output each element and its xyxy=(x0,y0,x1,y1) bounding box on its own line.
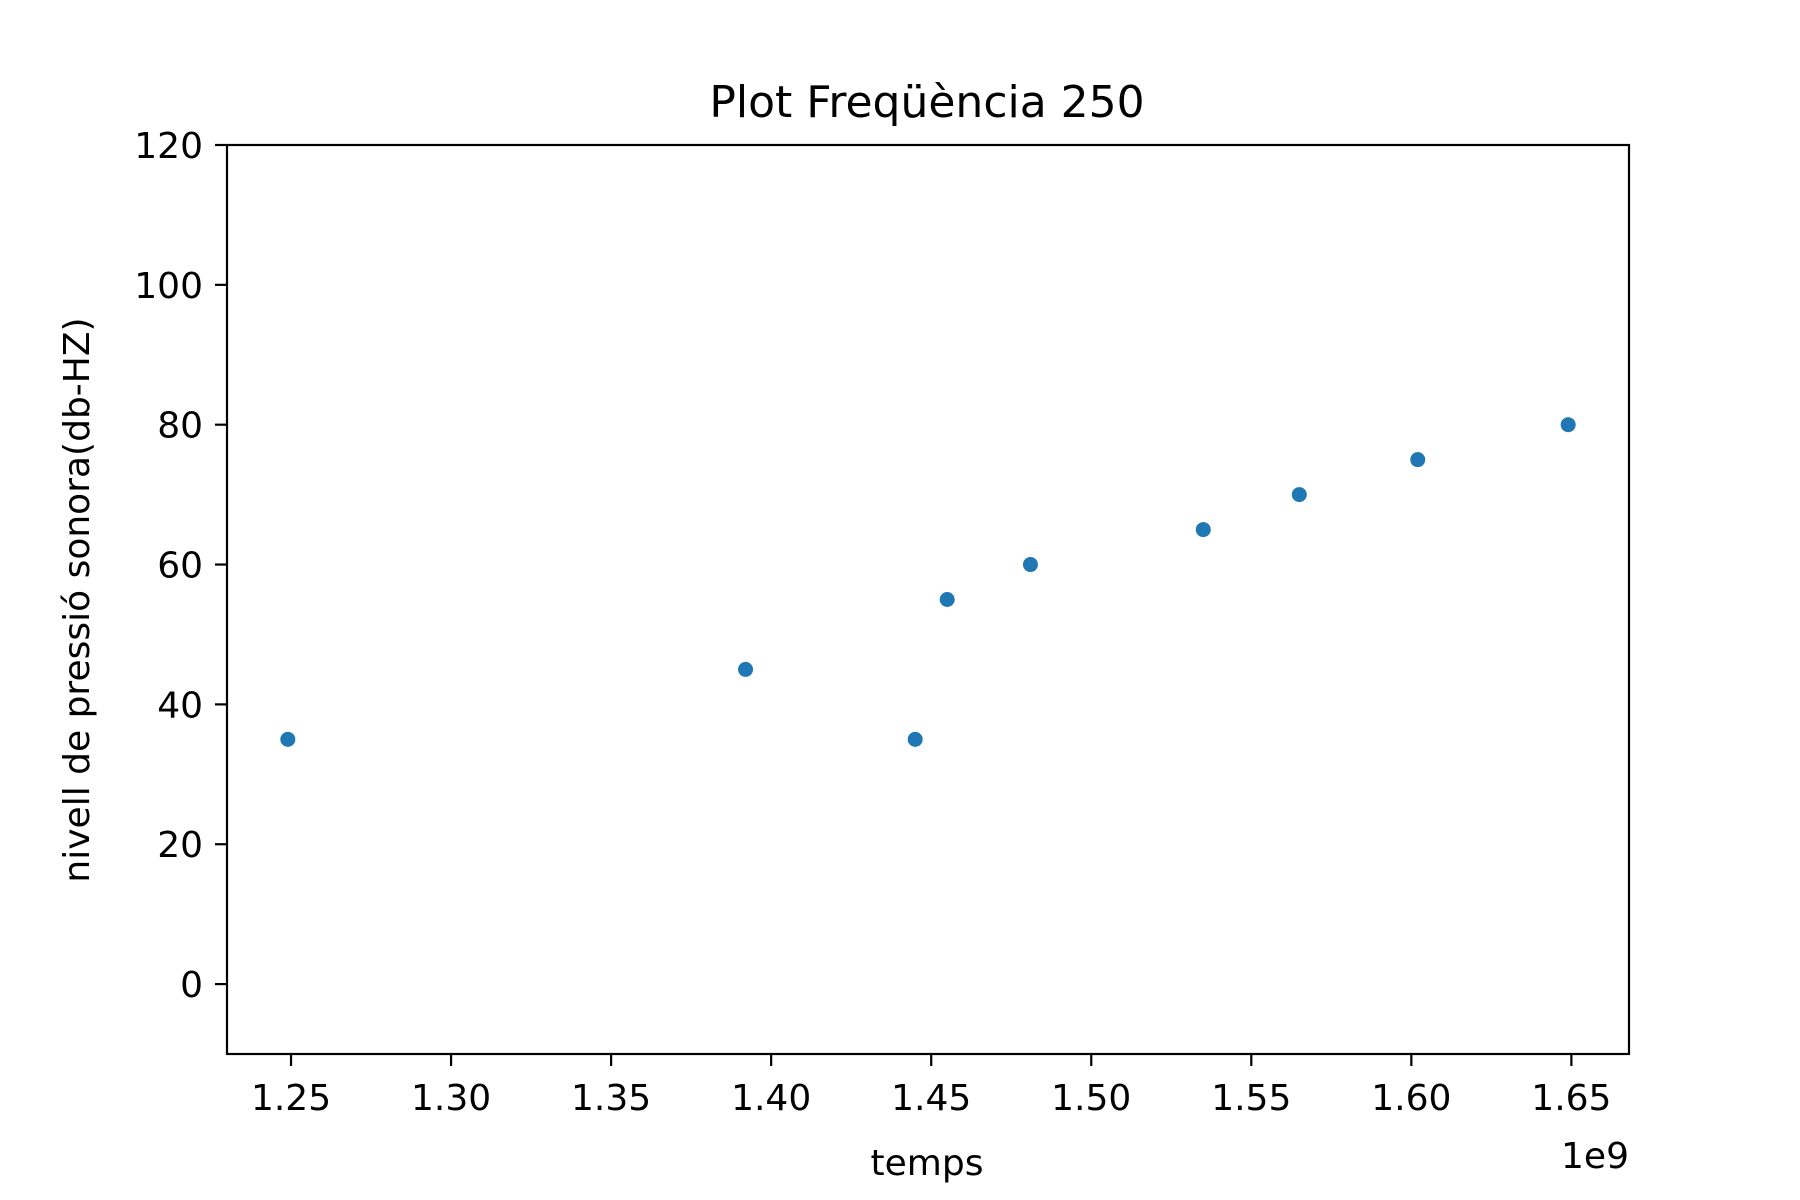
chart-title: Plot Freqüència 250 xyxy=(709,77,1144,128)
x-axis: 1.25 1.30 1.35 1.40 1.45 1.50 1.55 1.60 1.65 xyxy=(251,1054,1611,1119)
y-axis: 0 20 40 60 80 100 120 xyxy=(134,126,227,1006)
data-point xyxy=(1195,522,1211,538)
x-tick-label: 1.40 xyxy=(731,1078,811,1119)
x-tick-label: 1.50 xyxy=(1051,1078,1131,1119)
x-tick-label: 1.55 xyxy=(1211,1078,1291,1119)
x-tick-label: 1.60 xyxy=(1371,1078,1451,1119)
data-point xyxy=(1022,557,1038,573)
data-point xyxy=(280,731,296,747)
x-axis-label: temps xyxy=(871,1143,984,1184)
y-axis-label: nivell de pressió sonora(db-HZ) xyxy=(57,317,98,882)
data-point xyxy=(738,661,754,677)
x-tick-label: 1.25 xyxy=(251,1078,331,1119)
y-tick-label: 40 xyxy=(157,685,203,726)
x-tick-label: 1.30 xyxy=(411,1078,491,1119)
x-tick-label: 1.45 xyxy=(891,1078,971,1119)
x-tick-label: 1.35 xyxy=(571,1078,651,1119)
y-tick-label: 100 xyxy=(134,266,203,307)
data-point xyxy=(907,731,923,747)
data-points xyxy=(280,417,1576,747)
data-point xyxy=(1410,452,1426,468)
y-tick-label: 80 xyxy=(157,406,203,447)
y-tick-label: 60 xyxy=(157,546,203,587)
x-axis-offset-label: 1e9 xyxy=(1561,1136,1629,1177)
data-point xyxy=(1560,417,1576,433)
plot-frame xyxy=(225,143,1631,1056)
data-point xyxy=(939,592,955,607)
x-tick-label: 1.65 xyxy=(1531,1078,1611,1119)
y-tick-label: 120 xyxy=(134,126,203,167)
data-point xyxy=(1291,487,1307,503)
y-tick-label: 0 xyxy=(180,965,203,1006)
y-tick-label: 20 xyxy=(157,825,203,866)
